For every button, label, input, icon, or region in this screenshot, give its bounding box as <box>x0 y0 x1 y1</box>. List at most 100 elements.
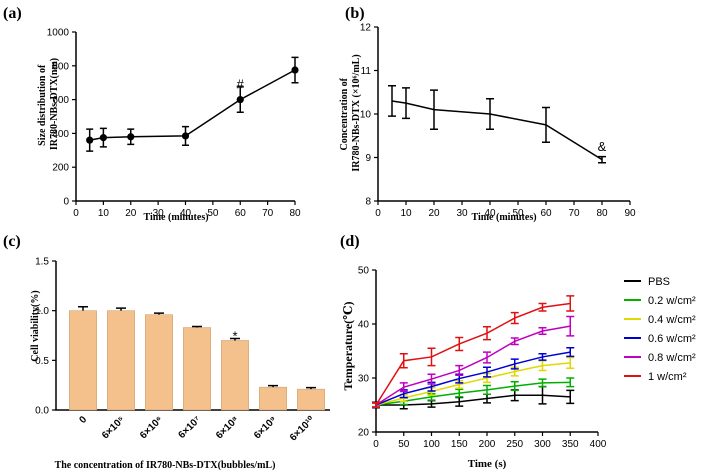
error-bar-b <box>430 89 438 130</box>
x-tick-label-c: 6×10¹⁰ <box>288 414 317 443</box>
data-point-a <box>181 132 190 140</box>
y-tick-label-d: 40 <box>358 320 370 331</box>
x-axis-label-b: Time (minutes) <box>471 212 536 223</box>
x-axis-label-c: The concentration of IR780-NBs-DTX(bubbl… <box>55 460 276 471</box>
error-bar-d-4 <box>455 364 464 377</box>
data-point-a <box>291 66 299 74</box>
bar-c <box>221 340 249 411</box>
y-tick-label-a: 600 <box>52 95 69 106</box>
legend-label-d: 0.2 w/cm² <box>648 295 696 307</box>
x-tick-label-a: 40 <box>180 208 192 219</box>
error-bar-b <box>486 98 494 130</box>
y-tick-label-c: 1.0 <box>35 306 49 317</box>
error-bar-d-5 <box>538 302 547 312</box>
x-tick-label-a: 50 <box>207 208 219 219</box>
bar-c <box>183 327 211 411</box>
x-tick-label-c: 6×10⁹ <box>252 414 279 441</box>
x-tick-label-a: 70 <box>262 208 274 219</box>
error-bar-c <box>116 307 126 311</box>
error-bar-b <box>598 155 606 164</box>
x-tick-label-c: 6×10⁶ <box>138 414 165 441</box>
bar-c <box>259 386 287 411</box>
error-bar-d-2 <box>566 356 575 370</box>
y-tick-label-a: 1000 <box>47 28 70 39</box>
x-tick-label-b: 30 <box>456 208 468 219</box>
error-bar-c <box>230 337 240 341</box>
series-line-a <box>89 69 296 141</box>
error-bar-d-4 <box>510 337 519 346</box>
x-tick-label-b: 50 <box>512 208 524 219</box>
x-tick-label-c: 6×10⁷ <box>176 414 203 441</box>
x-tick-label-b: 90 <box>624 208 636 219</box>
chart-panel-c: Cell viability(%) The concentration of I… <box>30 257 330 471</box>
x-tick-label-d: 350 <box>562 439 579 450</box>
series-line-d-3 <box>375 351 571 406</box>
y-tick-label-c: 1.5 <box>35 257 49 268</box>
error-bar-d-4 <box>427 373 436 385</box>
x-tick-label-b: 10 <box>400 208 412 219</box>
error-bar-d-3 <box>483 366 491 378</box>
x-tick-label-c: 6×10⁸ <box>214 414 241 441</box>
legend-label-d: 1 w/cm² <box>648 371 687 383</box>
error-bar-d-1 <box>483 384 491 395</box>
y-tick-label-b: 10 <box>360 110 372 121</box>
error-bar-b <box>388 84 396 117</box>
error-bar-d-5 <box>427 347 436 367</box>
error-bar-c <box>154 312 164 315</box>
error-bar-d-1 <box>538 378 547 388</box>
chart-panel-d: Temperature(℃) Time (s) PBS 0.2 w/cm² 0.4 … <box>341 266 696 471</box>
series-line-d-0 <box>376 394 571 406</box>
axes-b <box>377 27 630 202</box>
bar-c <box>145 314 173 411</box>
data-point-a <box>86 136 94 144</box>
x-tick-label-c: 6×10⁵ <box>100 414 127 441</box>
y-tick-label-d: 20 <box>358 428 370 439</box>
legend-label-d: 0.8 w/cm² <box>648 352 696 364</box>
x-tick-label-d: 100 <box>423 439 440 450</box>
y-axis-label-b: Concentration of IR780-NBs-DTX (×10⁶/mL) <box>339 54 362 171</box>
panel-label-c: (c) <box>3 233 21 250</box>
x-tick-label-b: 60 <box>540 208 552 219</box>
error-bar-d-4 <box>399 382 408 393</box>
series-line-d-4 <box>375 325 571 406</box>
y-tick-label-b: 12 <box>360 23 372 34</box>
annotation-c: * <box>232 329 237 344</box>
bar-c <box>107 310 135 411</box>
y-axis-label-a: Size distribution of IR780-NBs-DTX(nm) <box>37 58 60 150</box>
x-tick-label-b: 80 <box>596 208 608 219</box>
annotation-b: & <box>598 139 607 154</box>
annotation-a: # <box>237 76 245 91</box>
axes-d <box>375 270 598 433</box>
x-tick-label-a: 10 <box>98 208 110 219</box>
data-point-a <box>236 96 244 104</box>
error-bar-d-0 <box>566 389 575 405</box>
x-axis-label-d: Time (s) <box>468 458 507 470</box>
error-bar-c <box>192 325 202 328</box>
chart-panel-a: Size distribution of IR780-NBs-DTX(nm) T… <box>37 28 301 224</box>
x-axis-label-a: Time (minutes) <box>143 212 208 223</box>
legend-label-d: 0.4 w/cm² <box>648 314 696 326</box>
error-bar-c <box>78 305 88 311</box>
x-tick-label-d: 300 <box>534 439 551 450</box>
y-tick-label-b: 9 <box>365 153 371 164</box>
x-tick-label-a: 80 <box>289 208 301 219</box>
y-axis-label-c: Cell viability(%) <box>30 290 41 361</box>
y-tick-label-c: 0.0 <box>35 406 49 417</box>
error-bar-b <box>542 106 550 144</box>
error-bar-d-1 <box>455 388 464 398</box>
legend-d: PBS 0.2 w/cm² 0.4 w/cm² 0.6 w/cm² 0.8 w/cm² 1… <box>624 276 696 383</box>
error-bar-d-5 <box>483 325 491 341</box>
series-line-d-2 <box>375 362 571 406</box>
y-tick-label-d: 30 <box>358 374 370 385</box>
error-bar-d-5 <box>455 336 464 352</box>
error-bar-d-1 <box>566 377 575 388</box>
x-tick-label-a: 60 <box>235 208 247 219</box>
bar-c <box>69 310 97 411</box>
error-bar-c <box>306 386 316 390</box>
error-bar-d-5 <box>399 352 408 369</box>
series-line-b <box>391 100 603 161</box>
x-tick-label-a: 20 <box>125 208 137 219</box>
legend-label-d: PBS <box>648 276 670 288</box>
x-tick-label-d: 250 <box>506 439 523 450</box>
